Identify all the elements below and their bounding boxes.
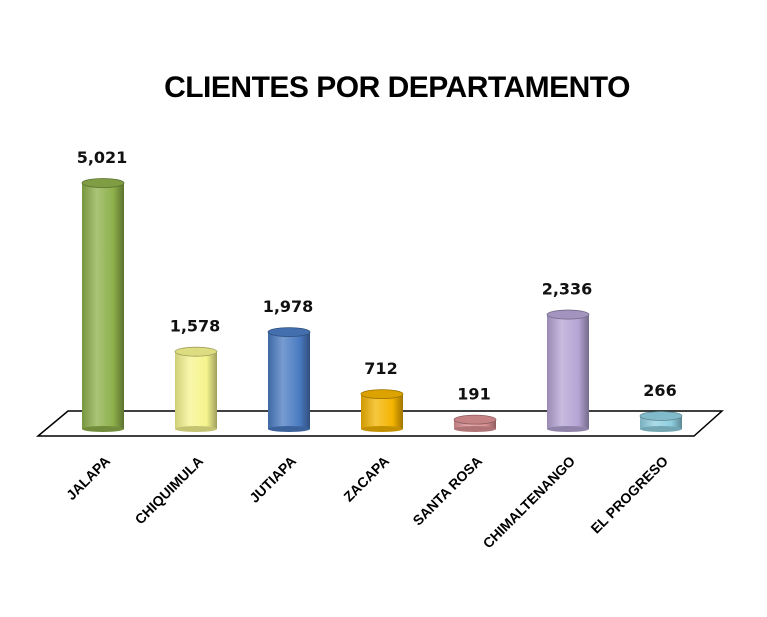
bar-jalapa — [81, 178, 125, 432]
category-label: ZACAPA — [340, 453, 392, 505]
data-label: 712 — [364, 359, 397, 378]
data-label: 1,978 — [263, 297, 314, 316]
data-label: 5,021 — [77, 148, 128, 167]
bar-jutiapa — [267, 327, 311, 432]
category-label: CHIQUIMULA — [132, 453, 207, 528]
data-label: 1,578 — [170, 317, 221, 336]
category-label: CHIMALTENANGO — [480, 453, 579, 552]
category-label: EL PROGRESO — [587, 453, 671, 537]
bar-chimaltenango — [546, 309, 590, 432]
data-label: 266 — [643, 381, 676, 400]
category-label: SANTA ROSA — [409, 453, 485, 529]
category-label: JUTIAPA — [246, 453, 299, 506]
bar-chiquimula — [174, 346, 218, 432]
data-label: 2,336 — [542, 280, 593, 299]
bar-zacapa — [360, 389, 404, 432]
category-label: JALAPA — [63, 453, 113, 503]
chart-title: CLIENTES POR DEPARTAMENTO — [164, 71, 630, 104]
bar-el-progreso — [639, 411, 683, 432]
bar-santa-rosa — [453, 414, 497, 432]
data-label: 191 — [457, 385, 490, 404]
